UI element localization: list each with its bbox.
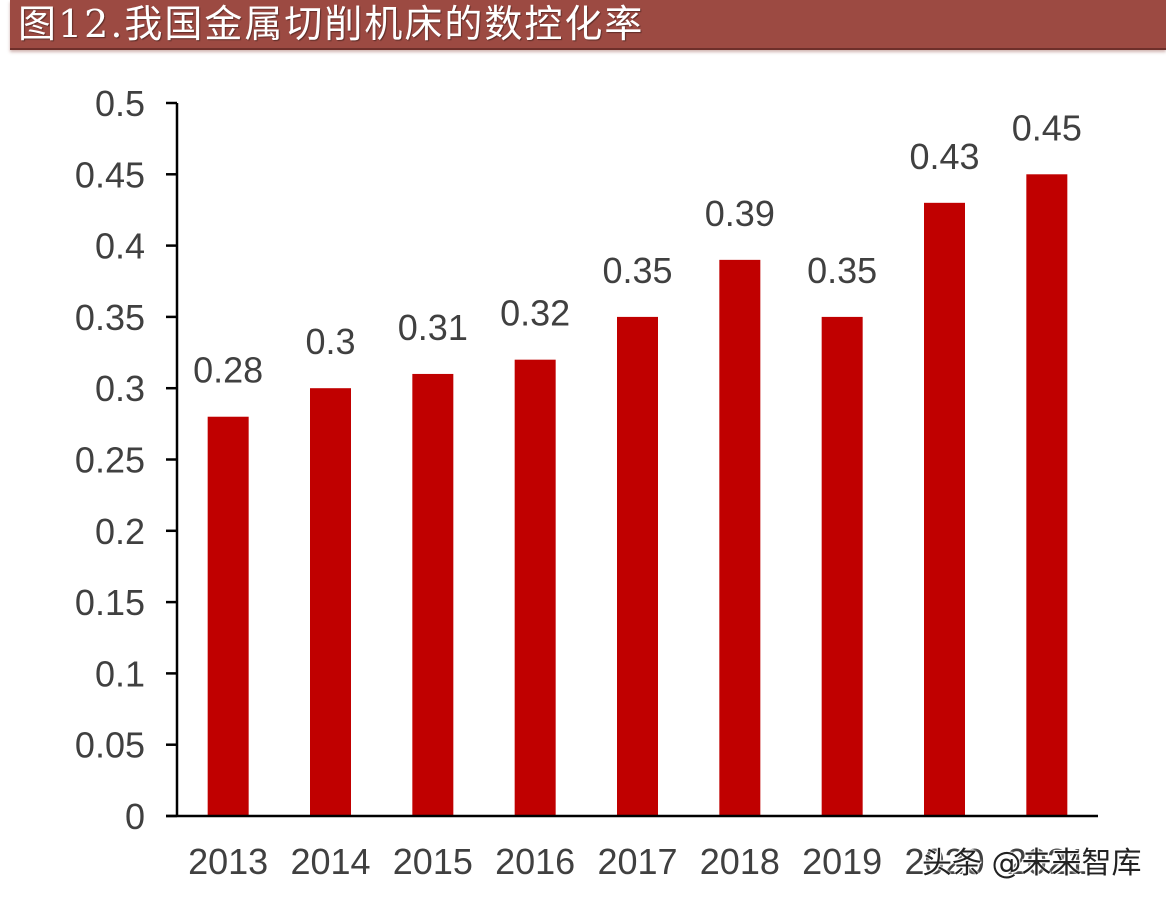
bar-2019 (821, 316, 863, 816)
x-tick-label: 2013 (188, 841, 268, 882)
x-axis: 2013 2014 2015 2016 2017 2018 2019 2020 2021 (166, 814, 1098, 882)
x-tick-label: 2019 (802, 841, 882, 882)
y-tick-label: 0.05 (75, 725, 145, 766)
y-tick-label: 0.25 (75, 440, 145, 481)
data-label: 0.35 (602, 250, 672, 291)
y-tick-label: 0.5 (95, 83, 145, 124)
y-tick-label: 0.15 (75, 582, 145, 623)
y-tick-label: 0.4 (95, 226, 145, 267)
bar-2016 (514, 359, 556, 816)
bar-2014 (310, 388, 351, 816)
bar-2013 (207, 416, 249, 816)
x-tick-label: 2021 (1007, 841, 1087, 882)
data-label: 0.35 (807, 250, 877, 291)
y-tick-label: 0.3 (95, 368, 145, 409)
bar-2020 (924, 202, 965, 816)
x-tick-label: 2014 (290, 841, 370, 882)
x-tick-label: 2018 (700, 841, 780, 882)
data-label: 0.31 (398, 307, 468, 348)
x-tick-label: 2020 (904, 841, 984, 882)
chart-title: 图12.我国金属切削机床的数控化率 (18, 2, 645, 46)
data-labels: 0.28 0.3 0.31 0.32 0.35 0.39 0.35 0.43 0.45 (193, 107, 1082, 390)
bars (207, 174, 1068, 817)
bar-2021 (1026, 174, 1068, 817)
y-axis: 0 0.05 0.1 0.15 0.2 0.25 0.3 0.35 0.4 0.45 0.5 (75, 83, 179, 837)
data-label: 0.3 (305, 321, 355, 362)
y-tick-label: 0.45 (75, 154, 145, 195)
bar-2017 (617, 316, 658, 816)
data-label: 0.39 (705, 193, 775, 234)
y-tick-label: 0.2 (95, 511, 145, 552)
data-label: 0.32 (500, 293, 570, 334)
y-tick-label: 0.1 (95, 653, 145, 694)
y-tick-label: 0 (125, 796, 145, 837)
x-tick-label: 2017 (597, 841, 677, 882)
data-label: 0.43 (909, 136, 979, 177)
watermark: 头条 @未来智库 (922, 846, 1142, 881)
y-tick-label: 0.35 (75, 297, 145, 338)
data-label: 0.45 (1012, 107, 1082, 148)
bar-2018 (719, 259, 761, 816)
bar-2015 (412, 373, 454, 816)
title-bar: 图12.我国金属切削机床的数控化率 (10, 0, 1166, 50)
data-label: 0.28 (193, 350, 263, 391)
x-tick-label: 2016 (495, 841, 575, 882)
x-tick-label: 2015 (393, 841, 473, 882)
